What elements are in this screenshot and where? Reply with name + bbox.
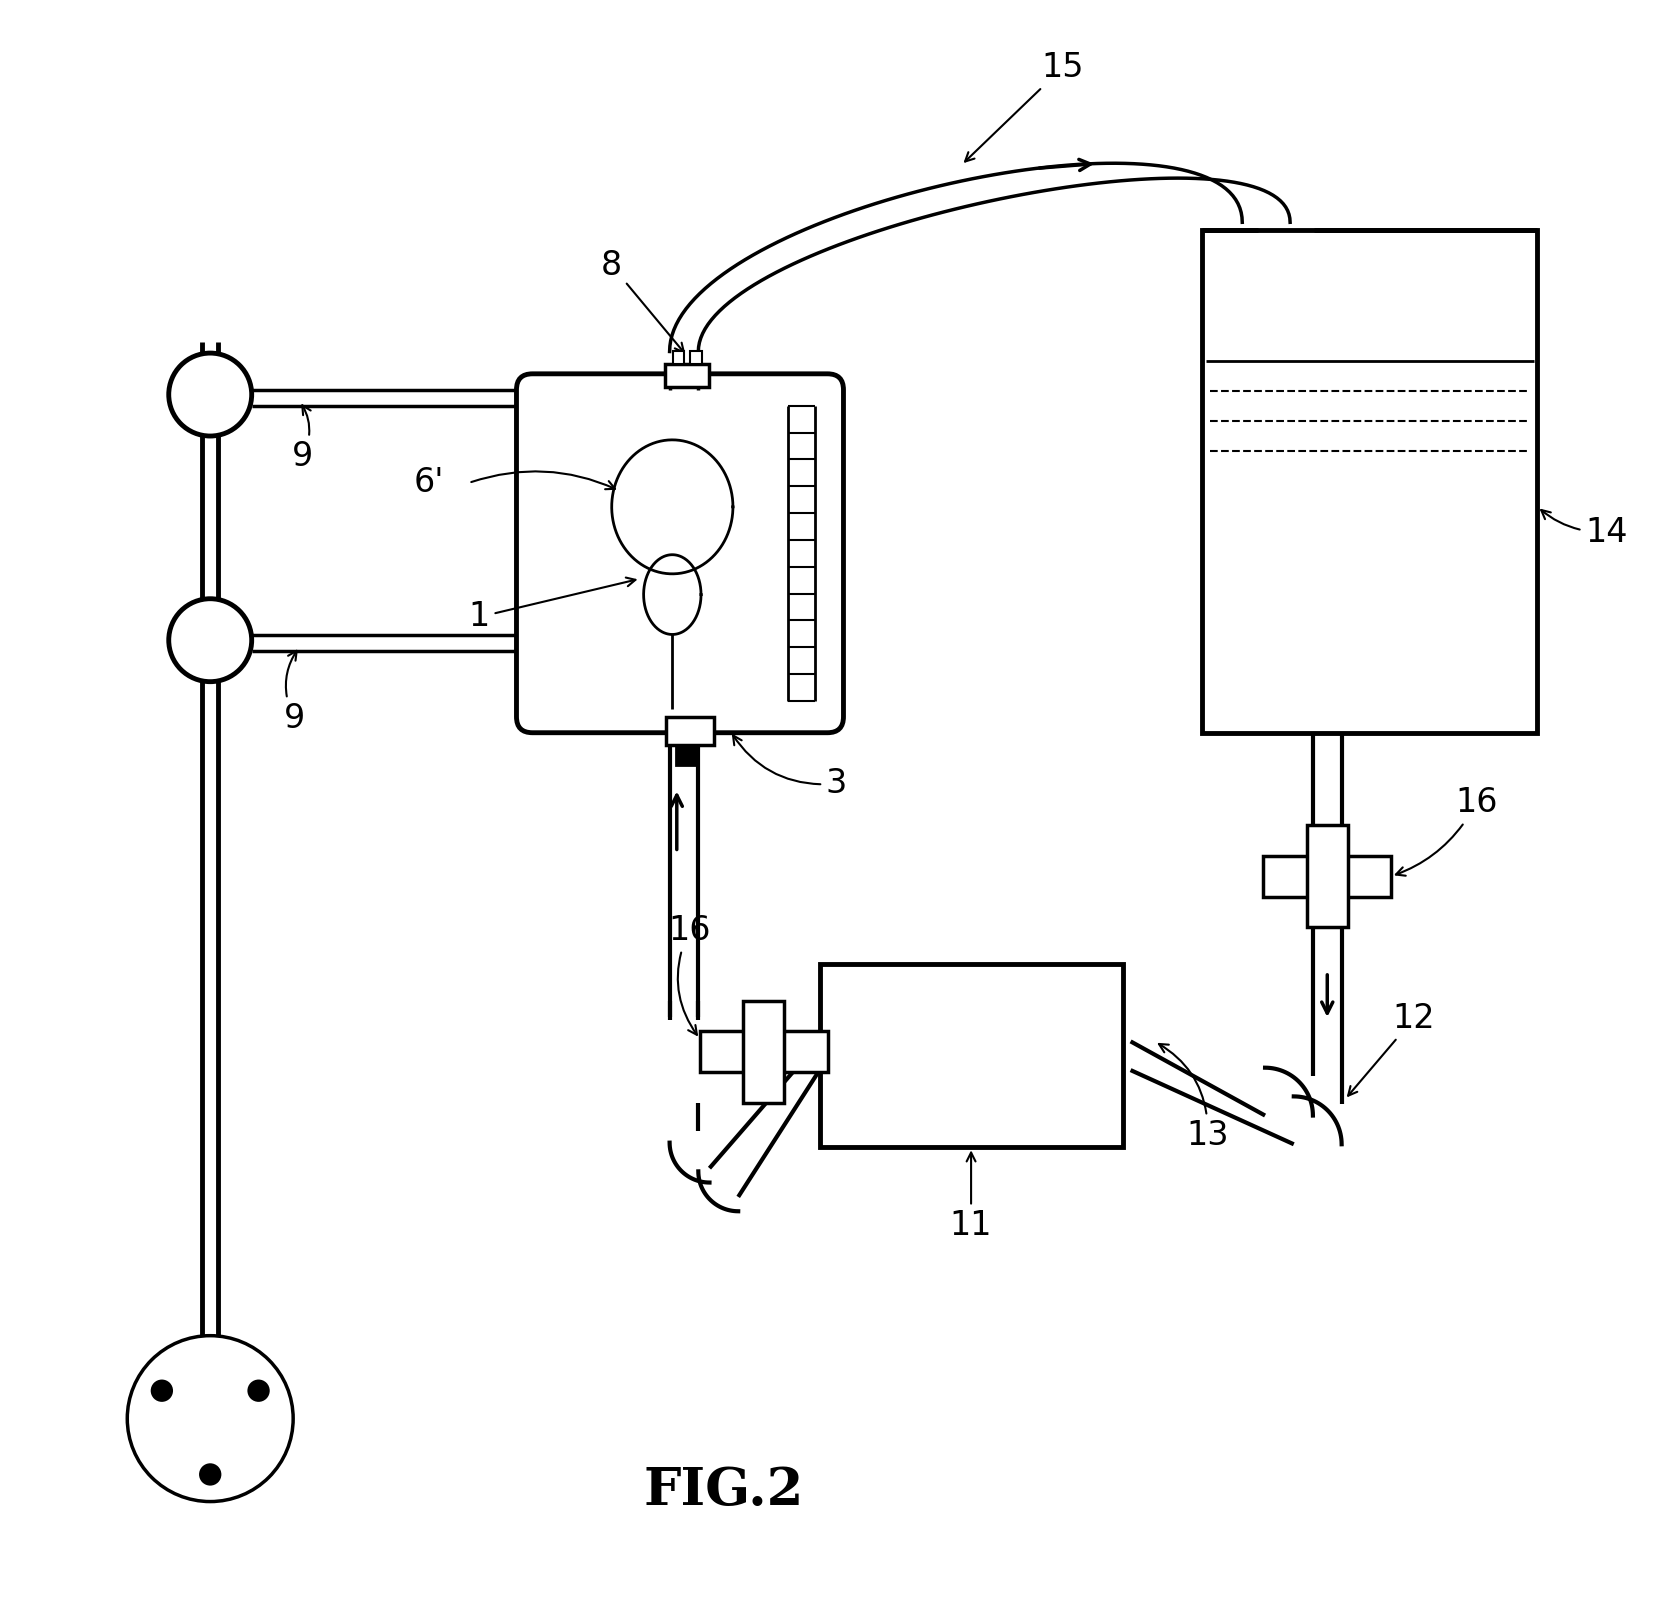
Text: 12: 12 bbox=[1348, 1002, 1435, 1096]
Circle shape bbox=[169, 599, 252, 682]
Bar bbox=[1263, 856, 1390, 896]
Bar bbox=[1203, 230, 1537, 732]
Text: 16: 16 bbox=[1395, 787, 1497, 875]
Circle shape bbox=[127, 1335, 292, 1501]
Bar bbox=[1307, 825, 1348, 927]
Text: 1: 1 bbox=[468, 578, 635, 634]
Text: 13: 13 bbox=[1160, 1044, 1228, 1152]
Text: 9: 9 bbox=[284, 650, 304, 735]
Text: 15: 15 bbox=[966, 51, 1083, 161]
FancyBboxPatch shape bbox=[516, 373, 844, 732]
Circle shape bbox=[169, 352, 252, 436]
Bar bbox=[819, 964, 1123, 1147]
Bar bbox=[677, 745, 695, 764]
Circle shape bbox=[247, 1379, 269, 1401]
Bar bbox=[744, 1001, 784, 1102]
Circle shape bbox=[150, 1379, 174, 1401]
Text: 14: 14 bbox=[1541, 510, 1628, 549]
Text: 11: 11 bbox=[949, 1152, 993, 1242]
Bar bbox=[667, 716, 714, 745]
Bar bbox=[700, 1031, 827, 1073]
Text: 8: 8 bbox=[602, 249, 683, 352]
Circle shape bbox=[199, 1463, 221, 1485]
Text: FIG.2: FIG.2 bbox=[643, 1464, 804, 1516]
Text: 9: 9 bbox=[291, 405, 312, 473]
Bar bbox=[673, 351, 683, 364]
Text: 3: 3 bbox=[734, 735, 847, 800]
Text: 16: 16 bbox=[668, 914, 710, 1035]
Bar bbox=[690, 351, 702, 364]
Text: 6': 6' bbox=[413, 467, 444, 499]
Bar bbox=[665, 364, 710, 386]
